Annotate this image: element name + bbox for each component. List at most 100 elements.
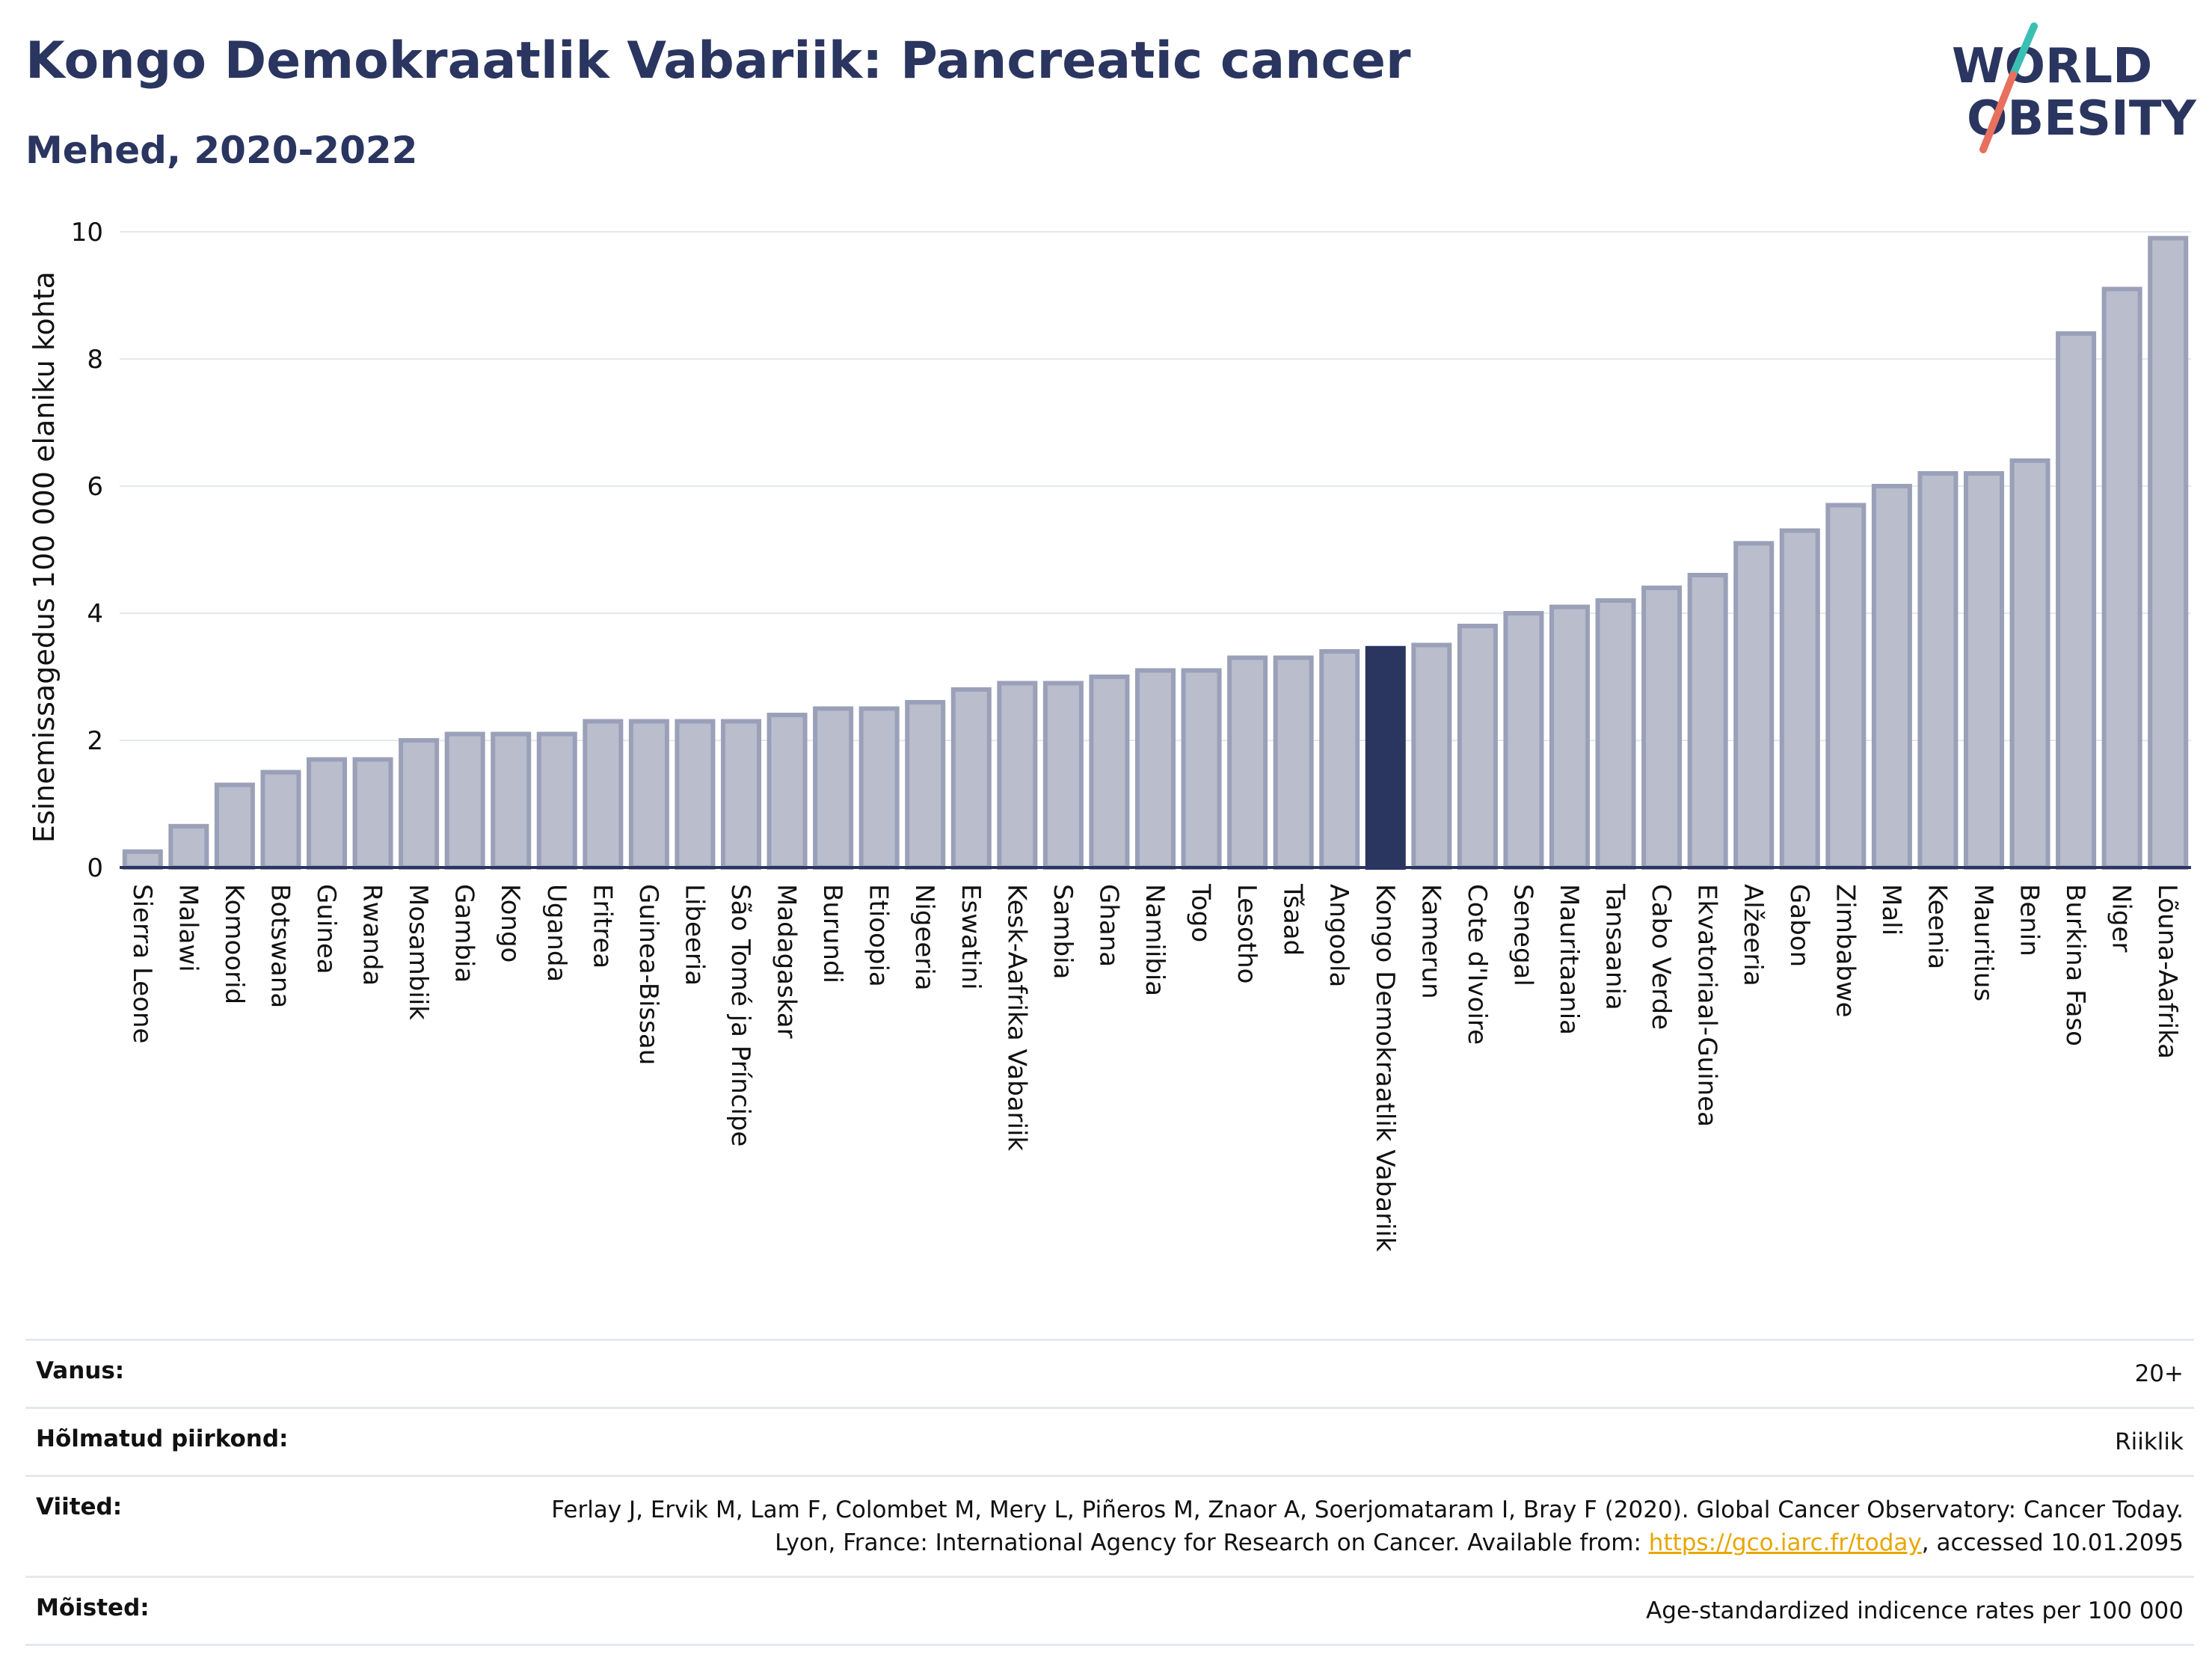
y-tick-label: 10 — [71, 218, 103, 248]
y-tick-label: 4 — [87, 599, 103, 629]
meta-row-references: Viited: Ferlay J, Ervik M, Lam F, Colomb… — [25, 1475, 2194, 1576]
x-category-label: Sierra Leone — [127, 884, 157, 1043]
chart-subtitle: Mehed, 2020-2022 — [25, 129, 418, 172]
x-category-label: Guinea-Bissau — [633, 884, 663, 1065]
bar — [1733, 541, 1775, 870]
x-category-label: Niger — [2107, 884, 2136, 952]
x-category-label: Kamerun — [1416, 884, 1446, 999]
bar — [1641, 586, 1683, 870]
bar — [260, 770, 301, 870]
y-tick-label: 2 — [87, 726, 103, 756]
logo-line1: WORLD — [1952, 39, 2152, 94]
meta-value: Ferlay J, Ervik M, Lam F, Colombet M, Me… — [538, 1493, 2184, 1559]
x-category-label: Cote d'Ivoire — [1462, 884, 1492, 1045]
x-category-label: Angoola — [1324, 884, 1354, 987]
bar — [1319, 649, 1360, 870]
y-tick-labels: 0 2 4 6 8 10 — [71, 218, 103, 883]
world-obesity-logo: WORLD OBESITY — [1952, 22, 2196, 153]
x-category-label: Namiibia — [1140, 884, 1170, 996]
x-category-label: Tšaad — [1278, 883, 1308, 956]
bar — [2148, 236, 2189, 870]
y-tick-label: 6 — [87, 472, 103, 502]
bar — [122, 849, 163, 870]
bar — [1227, 655, 1268, 870]
bar — [1963, 471, 2005, 870]
x-category-label: Sambia — [1048, 884, 1078, 979]
bar-highlight — [1365, 645, 1406, 870]
bar — [2009, 458, 2050, 870]
bar — [214, 782, 255, 870]
bar — [905, 700, 946, 870]
bar — [1273, 655, 1314, 870]
bar — [306, 757, 348, 870]
bar-chart: 0 2 4 6 8 10 Sierra Leone Malawi Komoorid Botswa… — [28, 218, 2191, 1252]
x-category-label: Kongo — [495, 884, 525, 962]
meta-value: 20+ — [2134, 1360, 2184, 1387]
x-category-labels: Sierra Leone Malawi Komoorid Botswana Guinea… — [127, 883, 2182, 1252]
x-category-label: Libeeria — [679, 884, 709, 986]
x-category-label: Guinea — [311, 884, 341, 974]
meta-key: Vanus: — [36, 1357, 125, 1384]
x-category-label: Senegal — [1508, 884, 1537, 986]
chart-title: Kongo Demokraatlik Vabariik: Pancreatic … — [25, 31, 1411, 90]
x-category-label: Keenia — [1922, 884, 1952, 969]
x-category-label: Komoorid — [219, 884, 249, 1004]
bar — [1917, 471, 1958, 870]
x-category-label: Kesk-Aafrika Vabariik — [1001, 884, 1031, 1151]
bar — [168, 823, 209, 870]
meta-key: Viited: — [36, 1493, 123, 1520]
meta-key: Hõlmatud piirkond: — [36, 1425, 289, 1452]
reference-text: Ferlay J, Ervik M, Lam F, Colombet M, Me… — [551, 1496, 2184, 1556]
x-category-label: Benin — [2015, 884, 2044, 957]
x-category-label: Burkina Faso — [2060, 884, 2090, 1046]
bar — [2056, 331, 2097, 870]
bar — [536, 731, 577, 870]
meta-row-definitions: Mõisted: Age-standardized indicence rate… — [25, 1576, 2194, 1646]
x-category-label: Eswatini — [956, 884, 986, 990]
x-category-label: Burundi — [817, 884, 847, 983]
bar — [1181, 668, 1222, 870]
x-category-label: Nigeeria — [909, 884, 939, 991]
bar — [491, 731, 532, 870]
x-category-label: Lõuna-Aafrika — [2152, 884, 2182, 1059]
x-category-label: Tansaania — [1600, 883, 1630, 1010]
bar — [583, 719, 624, 870]
meta-value: Riiklik — [2115, 1428, 2184, 1455]
reference-accessed: , accessed 10.01.2095 — [1921, 1529, 2184, 1556]
bar — [720, 719, 762, 870]
x-category-label: Mosambiik — [403, 884, 433, 1020]
x-category-label: Zimbabwe — [1830, 884, 1860, 1018]
bar — [858, 706, 900, 870]
bar — [1825, 503, 1867, 870]
x-category-label: Togo — [1186, 883, 1216, 942]
x-category-label: Madagaskar — [772, 884, 802, 1039]
bar — [1687, 573, 1728, 870]
x-category-label: Rwanda — [357, 884, 387, 986]
x-category-label: São Tomé ja Príncipe — [725, 884, 755, 1146]
x-category-label: Ghana — [1093, 884, 1123, 967]
x-category-label: Eritrea — [587, 884, 617, 968]
bar — [1042, 681, 1084, 870]
bar — [813, 706, 854, 870]
x-category-label: Cabo Verde — [1646, 884, 1676, 1030]
bar — [352, 757, 393, 870]
x-category-label: Mauritius — [1968, 884, 1998, 1001]
bar — [1595, 598, 1636, 870]
x-category-label: Alžeeria — [1738, 884, 1768, 986]
bar — [444, 731, 485, 870]
reference-link[interactable]: https://gco.iarc.fr/today — [1648, 1529, 1922, 1556]
bar — [766, 713, 808, 870]
meta-row-region: Hõlmatud piirkond: Riiklik — [25, 1407, 2194, 1475]
metadata-table: Vanus: 20+ Hõlmatud piirkond: Riiklik Vi… — [25, 1339, 2194, 1646]
logo-slash-teal — [2009, 22, 2038, 79]
bar — [1871, 484, 1912, 870]
bar — [1411, 642, 1452, 870]
y-tick-label: 0 — [87, 853, 103, 883]
x-category-label: Kongo Demokraatlik Vabariik — [1370, 884, 1400, 1252]
x-category-label: Mali — [1876, 884, 1906, 936]
bars — [122, 236, 2189, 870]
bar — [1457, 624, 1498, 870]
bar — [1503, 611, 1544, 870]
bar — [1549, 604, 1591, 870]
meta-value: Age-standardized indicence rates per 100… — [1646, 1597, 2184, 1624]
